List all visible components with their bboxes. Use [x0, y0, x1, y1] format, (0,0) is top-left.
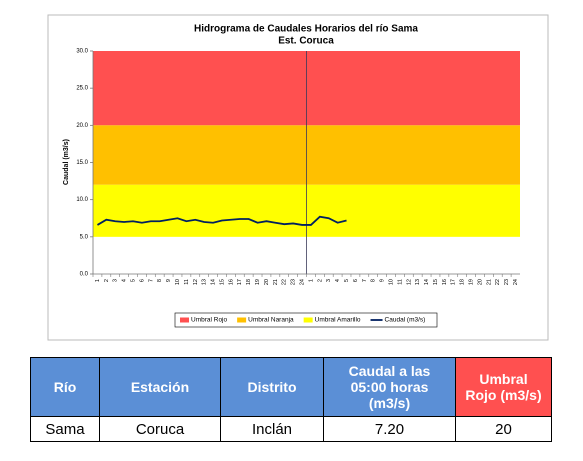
cell: 7.20	[323, 416, 456, 442]
x-tick-label: 20	[264, 279, 270, 285]
legend-swatch	[237, 317, 247, 323]
x-tick-label: 13	[415, 279, 421, 285]
x-tick-label: 24	[513, 279, 519, 285]
y-tick-label: 30.0	[76, 49, 88, 55]
legend-swatch	[180, 317, 189, 323]
y-axis-title: Caudal (m3/s)	[63, 139, 70, 185]
x-tick-label: 16	[228, 279, 234, 285]
x-tick-label: 23	[291, 279, 297, 285]
table: Río Estación Distrito Caudal a las 05:00…	[30, 357, 552, 442]
header-cell: Río	[30, 357, 100, 417]
x-tick-label: 8	[371, 279, 377, 282]
x-tick-label: 22	[495, 279, 501, 285]
x-tick-label: 14	[424, 279, 430, 285]
x-tick-label: 17	[451, 279, 457, 285]
x-tick-label: 16	[442, 279, 448, 285]
x-tick-label: 5	[130, 279, 136, 282]
x-tick-label: 21	[486, 279, 492, 285]
y-tick-label: 25.0	[76, 86, 88, 92]
line-series	[96, 215, 347, 226]
cell: Coruca	[99, 416, 221, 442]
x-tick-label: 15	[219, 279, 225, 285]
x-tick-label: 4	[335, 279, 341, 282]
legend-label: Umbral Amarillo	[315, 317, 361, 324]
y-tick-label: 0.0	[80, 272, 89, 278]
x-tick-label: 9	[380, 279, 386, 282]
cell: Inclán	[220, 416, 324, 442]
x-tick-label: 6	[139, 279, 145, 282]
x-tick-label: 17	[237, 279, 243, 285]
y-tick-label: 10.0	[76, 197, 88, 203]
x-tick-label: 12	[193, 279, 199, 285]
header-cell: Estación	[99, 357, 221, 417]
header-cell: Distrito	[220, 357, 324, 417]
table-row: Sama Coruca Inclán 7.20 20	[30, 416, 552, 442]
header-cell: Umbral Rojo (m3/s)	[455, 357, 552, 417]
x-tick-label: 14	[211, 279, 217, 285]
y-tick-label: 5.0	[80, 234, 89, 240]
legend-label: Umbral Rojo	[191, 317, 228, 324]
x-tick-label: 15	[433, 279, 439, 285]
x-tick-label: 2	[317, 279, 323, 282]
x-tick-label: 3	[326, 279, 332, 282]
x-tick-label: 8	[157, 279, 163, 282]
x-tick-label: 24	[300, 279, 306, 285]
x-tick-label: 13	[202, 279, 208, 285]
x-tick-label: 9	[166, 279, 172, 282]
cell: 20	[455, 416, 552, 442]
x-tick-label: 3	[113, 279, 119, 282]
header-cell: Caudal a las 05:00 horas (m3/s)	[323, 357, 456, 417]
x-tick-label: 10	[388, 279, 394, 285]
x-tick-label: 4	[122, 279, 128, 282]
x-tick-label: 19	[469, 279, 475, 285]
x-tick-label: 2	[104, 279, 110, 282]
x-tick-label: 18	[460, 279, 466, 285]
x-tick-label: 5	[344, 279, 350, 282]
x-tick-label: 22	[282, 279, 288, 285]
x-tick-label: 11	[397, 279, 403, 285]
x-tick-label: 11	[184, 279, 190, 285]
x-tick-label: 20	[477, 279, 483, 285]
x-tick-label: 18	[246, 279, 252, 285]
table-header: Río Estación Distrito Caudal a las 05:00…	[30, 357, 552, 417]
legend-label: Caudal (m3/s)	[385, 317, 426, 324]
x-tick-label: 6	[353, 279, 359, 282]
x-tick-label: 12	[406, 279, 412, 285]
x-tick-label: 1	[308, 279, 314, 282]
chart-subtitle: Est. Coruca	[278, 36, 334, 47]
x-tick-label: 7	[148, 279, 154, 282]
chart-title: Hidrograma de Caudales Horarios del río …	[194, 24, 418, 35]
legend-swatch	[303, 317, 313, 323]
x-tick-label: 10	[175, 279, 181, 285]
x-tick-label: 1	[95, 279, 101, 282]
legend-label: Umbral Naranja	[248, 317, 294, 324]
x-tick-label: 7	[362, 279, 368, 282]
y-tick-label: 20.0	[76, 123, 88, 129]
x-tick-label: 21	[273, 279, 279, 285]
y-tick-label: 15.0	[76, 160, 88, 166]
x-tick-label: 23	[504, 279, 510, 285]
chart: Hidrograma de Caudales Horarios del río …	[47, 14, 549, 341]
cell: Sama	[30, 416, 100, 442]
x-tick-label: 19	[255, 279, 261, 285]
